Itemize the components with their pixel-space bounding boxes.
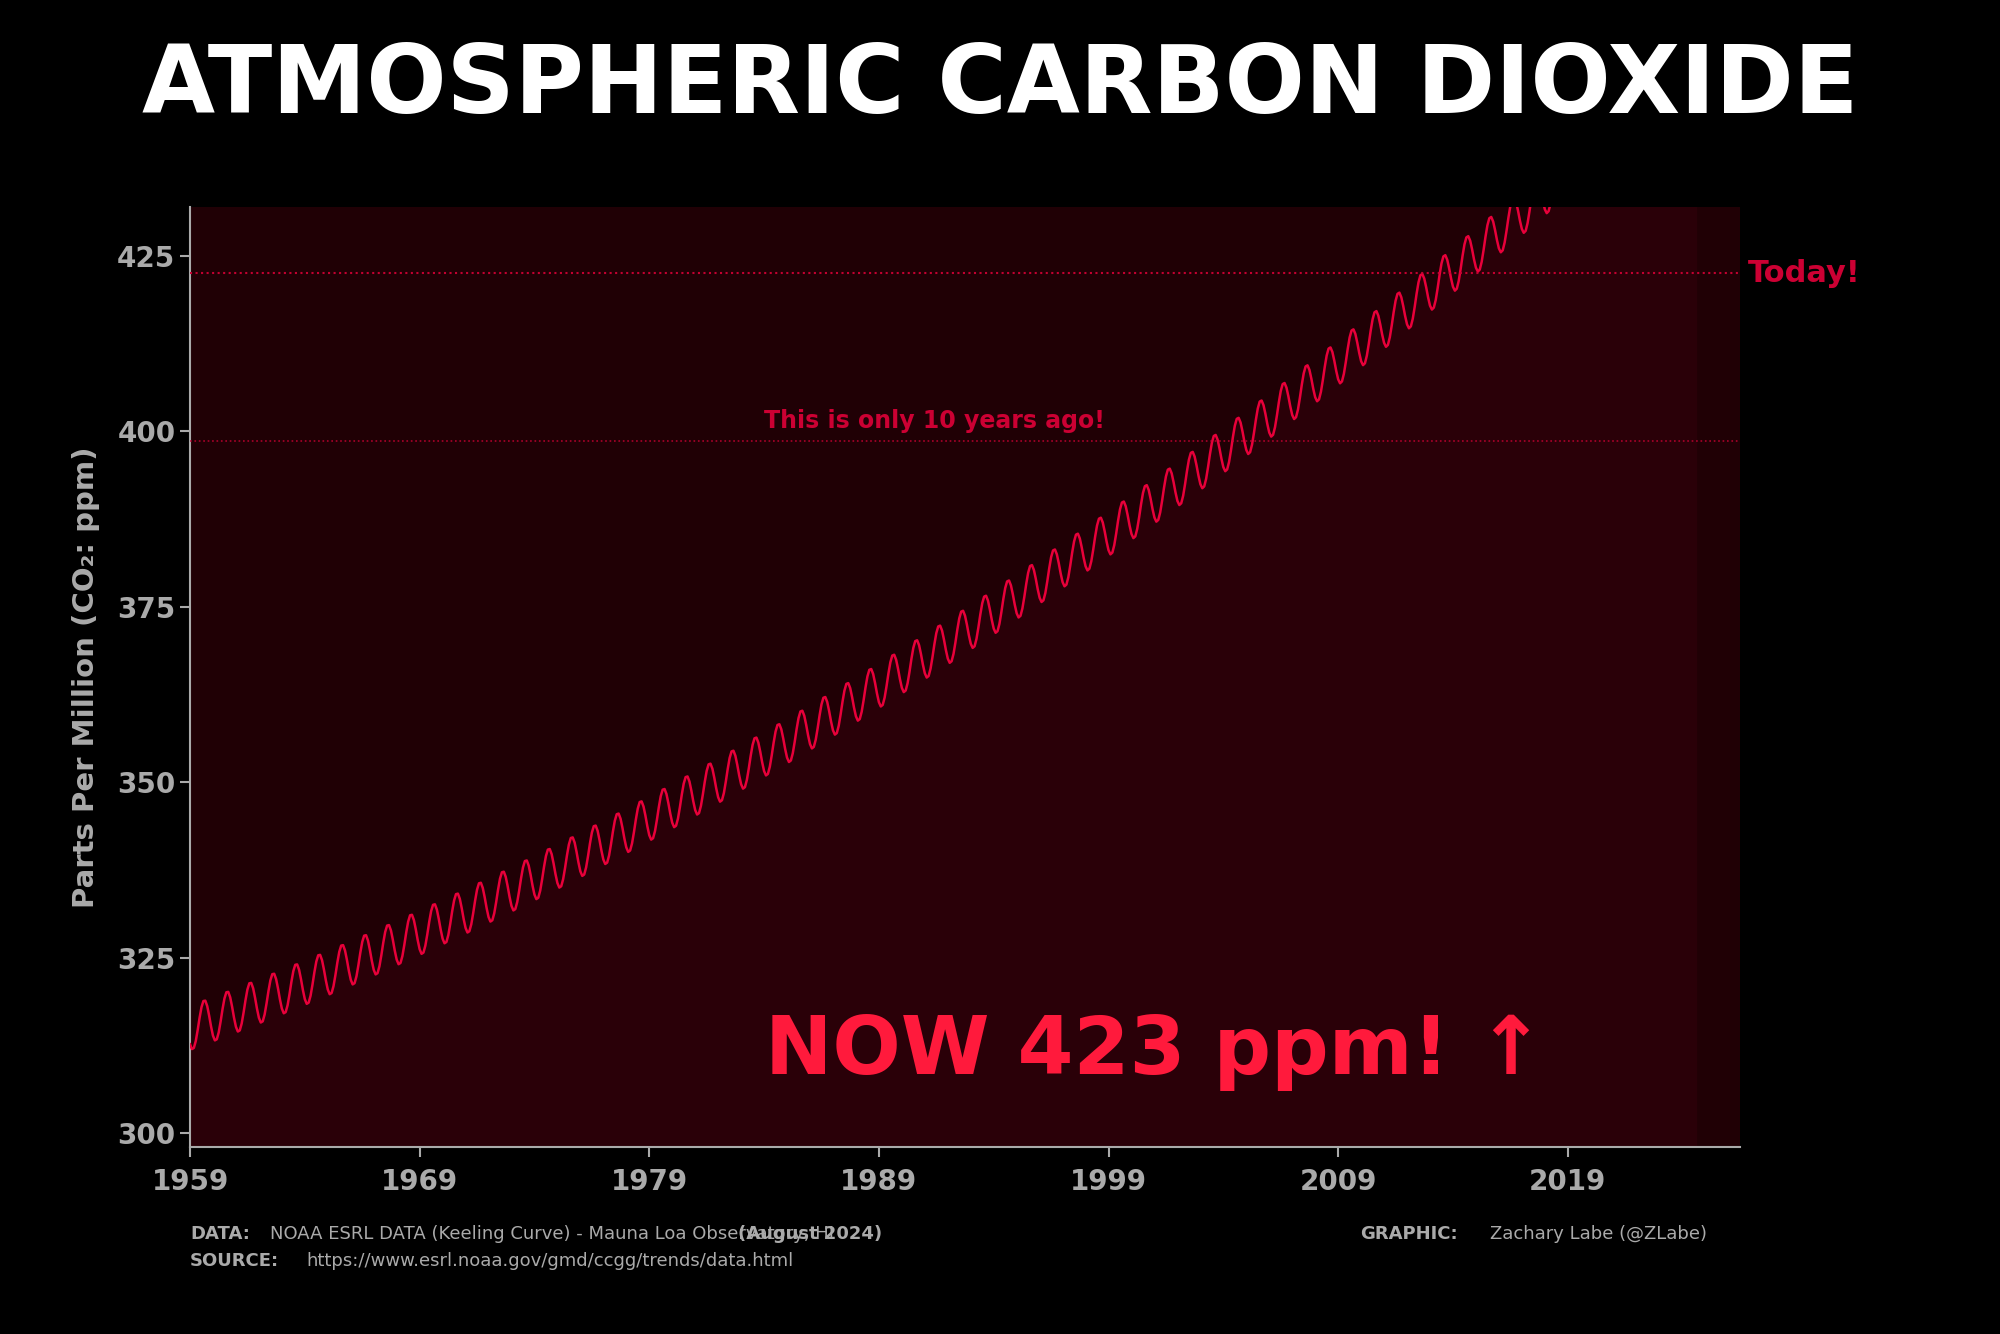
Text: https://www.esrl.noaa.gov/gmd/ccgg/trends/data.html: https://www.esrl.noaa.gov/gmd/ccgg/trend…: [306, 1253, 794, 1270]
Text: NOW 423 ppm! ↑: NOW 423 ppm! ↑: [764, 1013, 1544, 1091]
Text: Today!: Today!: [1748, 259, 1860, 288]
Text: Zachary Labe (@ZLabe): Zachary Labe (@ZLabe): [1490, 1226, 1708, 1243]
Text: (August 2024): (August 2024): [738, 1226, 882, 1243]
Text: ATMOSPHERIC CARBON DIOXIDE: ATMOSPHERIC CARBON DIOXIDE: [142, 41, 1858, 132]
Text: NOAA ESRL DATA (Keeling Curve) - Mauna Loa Observatory, HI: NOAA ESRL DATA (Keeling Curve) - Mauna L…: [270, 1226, 840, 1243]
Text: GRAPHIC:: GRAPHIC:: [1360, 1226, 1458, 1243]
Text: SOURCE:: SOURCE:: [190, 1253, 280, 1270]
Text: This is only 10 years ago!: This is only 10 years ago!: [764, 408, 1104, 432]
Text: DATA:: DATA:: [190, 1226, 250, 1243]
Y-axis label: Parts Per Million (CO₂: ppm): Parts Per Million (CO₂: ppm): [72, 447, 100, 907]
